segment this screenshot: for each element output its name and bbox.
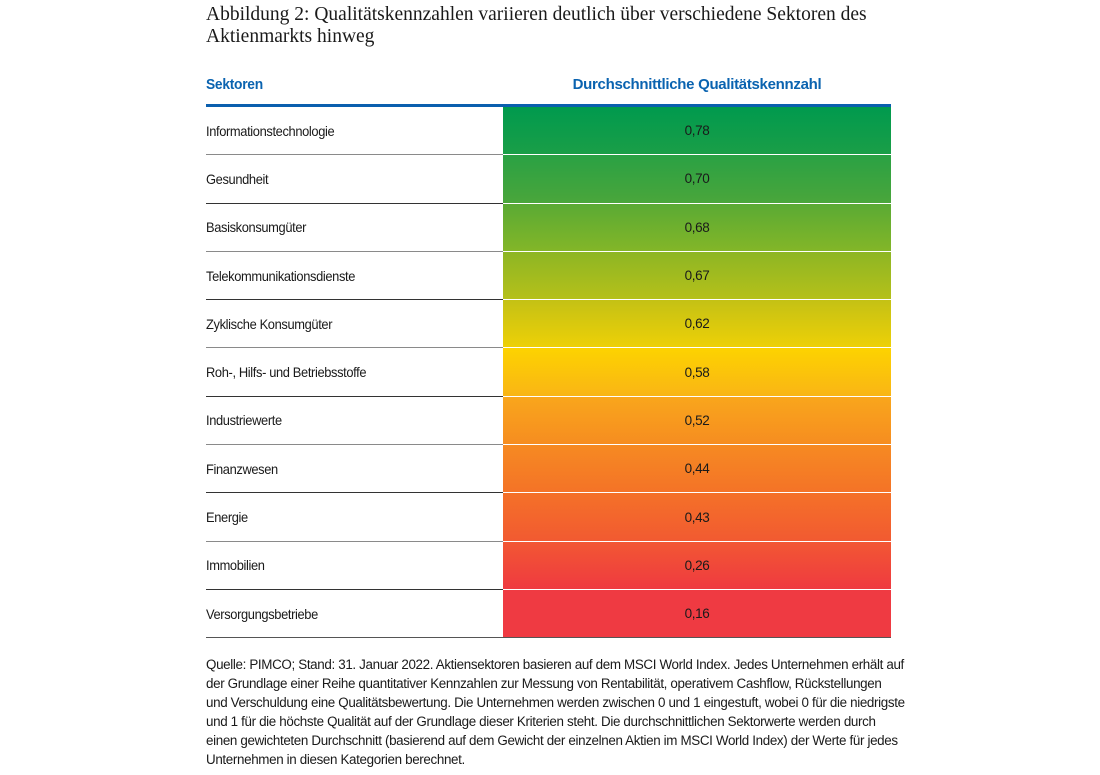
sector-label: Finanzwesen xyxy=(206,460,278,477)
table-row: Industriewerte 0,52 xyxy=(206,396,891,446)
sector-label: Industriewerte xyxy=(206,412,282,429)
quality-score-cell: 0,78 xyxy=(503,107,891,156)
source-note: Quelle: PIMCO; Stand: 31. Januar 2022. A… xyxy=(206,657,905,767)
sector-cell: Roh-, Hilfs- und Betriebsstoffe xyxy=(206,348,503,397)
sector-cell: Energie xyxy=(206,493,503,542)
header-sectors: Sektoren xyxy=(206,76,263,93)
quality-score-table: Sektoren Durchschnittliche Qualitätskenn… xyxy=(206,72,891,639)
quality-score-cell: 0,68 xyxy=(503,203,891,252)
sector-label: Energie xyxy=(206,509,248,526)
table-row: Informationstechnologie 0,78 xyxy=(206,107,891,156)
table-row: Gesundheit 0,70 xyxy=(206,155,891,204)
sector-cell: Versorgungsbetriebe xyxy=(206,590,503,639)
sector-label: Roh-, Hilfs- und Betriebsstoffe xyxy=(206,364,367,381)
figure-title: Abbildung 2: Qualitätskennzahlen variier… xyxy=(206,4,867,47)
quality-score-cell: 0,58 xyxy=(503,348,891,397)
table-row: Versorgungsbetriebe 0,16 xyxy=(206,589,891,639)
sector-label: Immobilien xyxy=(206,557,265,574)
table-header: Sektoren Durchschnittliche Qualitätskenn… xyxy=(206,72,891,107)
sector-label: Informationstechnologie xyxy=(206,122,335,139)
quality-score-cell: 0,44 xyxy=(503,445,891,494)
quality-score-cell: 0,67 xyxy=(503,251,891,301)
sector-label: Telekommunikationsdienste xyxy=(206,267,356,284)
sector-cell: Industriewerte xyxy=(206,397,503,446)
table-row: Energie 0,43 xyxy=(206,493,891,542)
quality-score-cell: 0,62 xyxy=(503,300,891,349)
sector-cell: Informationstechnologie xyxy=(206,107,503,156)
table-row: Zyklische Konsumgüter 0,62 xyxy=(206,300,891,349)
table-row: Roh-, Hilfs- und Betriebsstoffe 0,58 xyxy=(206,348,891,397)
quality-score-cell: 0,16 xyxy=(503,589,891,639)
sector-cell: Zyklische Konsumgüter xyxy=(206,300,503,349)
sector-cell: Finanzwesen xyxy=(206,445,503,494)
table-row: Telekommunikationsdienste 0,67 xyxy=(206,251,891,301)
table-row: Finanzwesen 0,44 xyxy=(206,445,891,494)
header-quality-score: Durchschnittliche Qualitätskennzahl xyxy=(572,76,822,93)
quality-score-cell: 0,26 xyxy=(503,541,891,590)
table-row: Immobilien 0,26 xyxy=(206,541,891,590)
sector-cell: Telekommunikationsdienste xyxy=(206,252,503,301)
sector-cell: Basiskonsumgüter xyxy=(206,204,503,252)
quality-score-cell: 0,43 xyxy=(503,493,891,542)
sector-cell: Immobilien xyxy=(206,542,503,590)
quality-score-cell: 0,52 xyxy=(503,396,891,446)
sector-label: Zyklische Konsumgüter xyxy=(206,315,333,332)
table-body: Informationstechnologie 0,78 Gesundheit 0,7… xyxy=(206,107,891,639)
sector-label: Basiskonsumgüter xyxy=(206,219,307,236)
sector-label: Versorgungsbetriebe xyxy=(206,605,318,622)
sector-cell: Gesundheit xyxy=(206,155,503,204)
quality-score-cell: 0,70 xyxy=(503,155,891,204)
table-row: Basiskonsumgüter 0,68 xyxy=(206,203,891,252)
sector-label: Gesundheit xyxy=(206,170,269,187)
